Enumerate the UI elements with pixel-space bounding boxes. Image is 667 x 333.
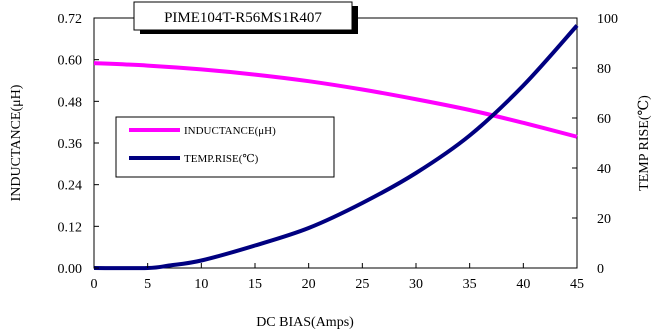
y2-axis-label: TEMP RISE(℃) [637, 95, 652, 191]
y2-tick-label: 40 [597, 162, 611, 177]
x-tick-label: 10 [194, 277, 208, 292]
legend: INDUCTANCE(μH) TEMP.RISE(℃) [115, 116, 335, 178]
legend-label-temp-rise: TEMP.RISE(℃) [184, 153, 259, 165]
x-tick-label: 0 [91, 277, 98, 292]
x-axis-label: DC BIAS(Amps) [256, 315, 354, 330]
series-layer [93, 24, 579, 271]
y-axis-label: INDUCTANCE(μH) [9, 84, 24, 201]
x-tick-label: 35 [463, 277, 477, 292]
y-tick-label: 0.72 [58, 12, 83, 27]
y-tick-label: 0.48 [58, 95, 83, 110]
y-tick-label: 0.12 [58, 220, 83, 235]
y-tick-label: 0.60 [58, 54, 83, 69]
chart-title: PIME104T-R56MS1R407 [164, 10, 322, 26]
y2-tick-label: 60 [597, 112, 611, 127]
y2-tick-label: 80 [597, 62, 611, 77]
x-tick-label: 40 [516, 277, 530, 292]
y-tick-label: 0.00 [58, 262, 83, 277]
x-tick-label: 45 [570, 277, 584, 292]
x-tick-label: 15 [248, 277, 262, 292]
title-box: PIME104T-R56MS1R407 [133, 1, 358, 34]
ticks-layer: 0 5 10 15 20 25 30 35 40 45 0.00 0.12 0.24 0.36 0.48 0.… [58, 12, 619, 292]
x-tick-label: 20 [302, 277, 316, 292]
y2-tick-label: 0 [597, 262, 604, 277]
inductance-line [93, 61, 578, 139]
x-tick-label: 25 [355, 277, 369, 292]
x-tick-label: 5 [144, 277, 151, 292]
y2-tick-label: 100 [597, 12, 618, 27]
y-tick-label: 0.36 [58, 137, 83, 152]
y2-tick-label: 20 [597, 212, 611, 227]
temp-rise-line [93, 24, 579, 271]
legend-label-inductance: INDUCTANCE(μH) [184, 125, 276, 137]
legend-box [115, 116, 335, 178]
y-tick-label: 0.24 [58, 179, 83, 194]
x-tick-label: 30 [409, 277, 423, 292]
